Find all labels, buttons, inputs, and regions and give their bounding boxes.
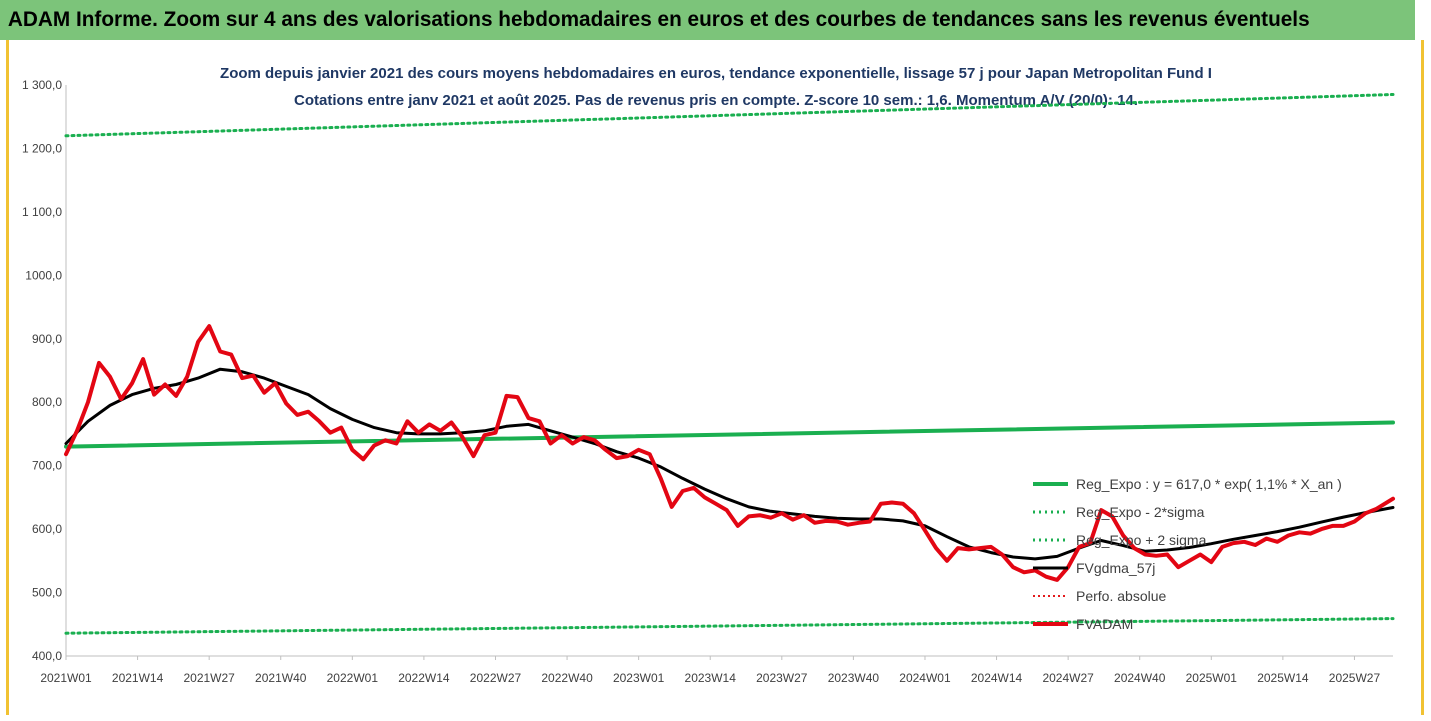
legend-fvgdma-57j-label: FVgdma_57j <box>1076 560 1155 576</box>
x-tick-label: 2022W01 <box>327 671 379 685</box>
x-tick-label: 2022W14 <box>398 671 450 685</box>
y-tick-label: 400,0 <box>32 649 62 663</box>
y-tick-label: 500,0 <box>32 586 62 600</box>
y-tick-label: 1 100,0 <box>22 205 62 219</box>
x-tick-label: 2025W27 <box>1329 671 1381 685</box>
legend-perfo-absolue-label: Perfo. absolue <box>1076 588 1166 604</box>
report-title-banner: ADAM Informe. Zoom sur 4 ans des valoris… <box>0 0 1415 40</box>
y-axis-ticks: 400,0 500,0 600,0 700,0 800,0 900,0 1000,0 1 10… <box>22 78 62 663</box>
chart-series <box>64 93 1395 635</box>
x-tick-label: 2024W14 <box>971 671 1023 685</box>
reg-expo-plus-2-sigma-line <box>64 93 1395 138</box>
x-tick-label: 2021W27 <box>183 671 235 685</box>
y-tick-label: 700,0 <box>32 459 62 473</box>
chart-legend: Reg_Expo : y = 617,0 * exp( 1,1% * X_an … <box>1033 476 1342 632</box>
x-tick-label: 2023W27 <box>756 671 808 685</box>
x-tick-label: 2023W14 <box>685 671 737 685</box>
x-tick-label: 2025W01 <box>1186 671 1238 685</box>
chart-subtitle-line2: Cotations entre janv 2021 et août 2025. … <box>294 92 1138 109</box>
x-tick-label: 2025W14 <box>1257 671 1309 685</box>
reg-expo-minus-2-sigma-line <box>64 617 1395 635</box>
y-tick-label: 1 300,0 <box>22 78 62 92</box>
x-tick-label: 2021W40 <box>255 671 307 685</box>
x-tick-label: 2021W14 <box>112 671 164 685</box>
x-tick-label: 2024W01 <box>899 671 951 685</box>
x-tick-label: 2021W01 <box>40 671 92 685</box>
chart-subtitle-line1: Zoom depuis janvier 2021 des cours moyen… <box>220 65 1212 82</box>
legend-fvadam-label: FVADAM <box>1076 616 1133 632</box>
x-tick-label: 2022W40 <box>541 671 593 685</box>
x-tick-label: 2023W01 <box>613 671 665 685</box>
legend-reg-expo-minus-2-sigma-label: Reg_Expo - 2*sigma <box>1076 504 1205 520</box>
x-tick-label: 2024W40 <box>1114 671 1166 685</box>
legend-reg-expo-plus-2-sigma-label: Reg_Expo + 2 sigma <box>1076 532 1207 548</box>
y-tick-label: 1000,0 <box>25 268 62 282</box>
x-tick-label: 2023W40 <box>828 671 880 685</box>
y-tick-label: 800,0 <box>32 395 62 409</box>
y-tick-label: 1 200,0 <box>22 141 62 155</box>
x-tick-label: 2024W27 <box>1042 671 1094 685</box>
x-tick-label: 2022W27 <box>470 671 522 685</box>
fvgdma-57j-line <box>64 367 1395 561</box>
legend-reg-expo-label: Reg_Expo : y = 617,0 * exp( 1,1% * X_an … <box>1076 476 1342 492</box>
fvadam-line <box>64 324 1395 582</box>
chart-frame <box>6 40 1424 715</box>
reg-expo-line <box>64 420 1395 449</box>
x-axis-ticks: 2021W01 2021W14 2021W27 2021W40 2022W01 2022W… <box>40 656 1380 685</box>
y-tick-label: 600,0 <box>32 522 62 536</box>
y-tick-label: 900,0 <box>32 332 62 346</box>
